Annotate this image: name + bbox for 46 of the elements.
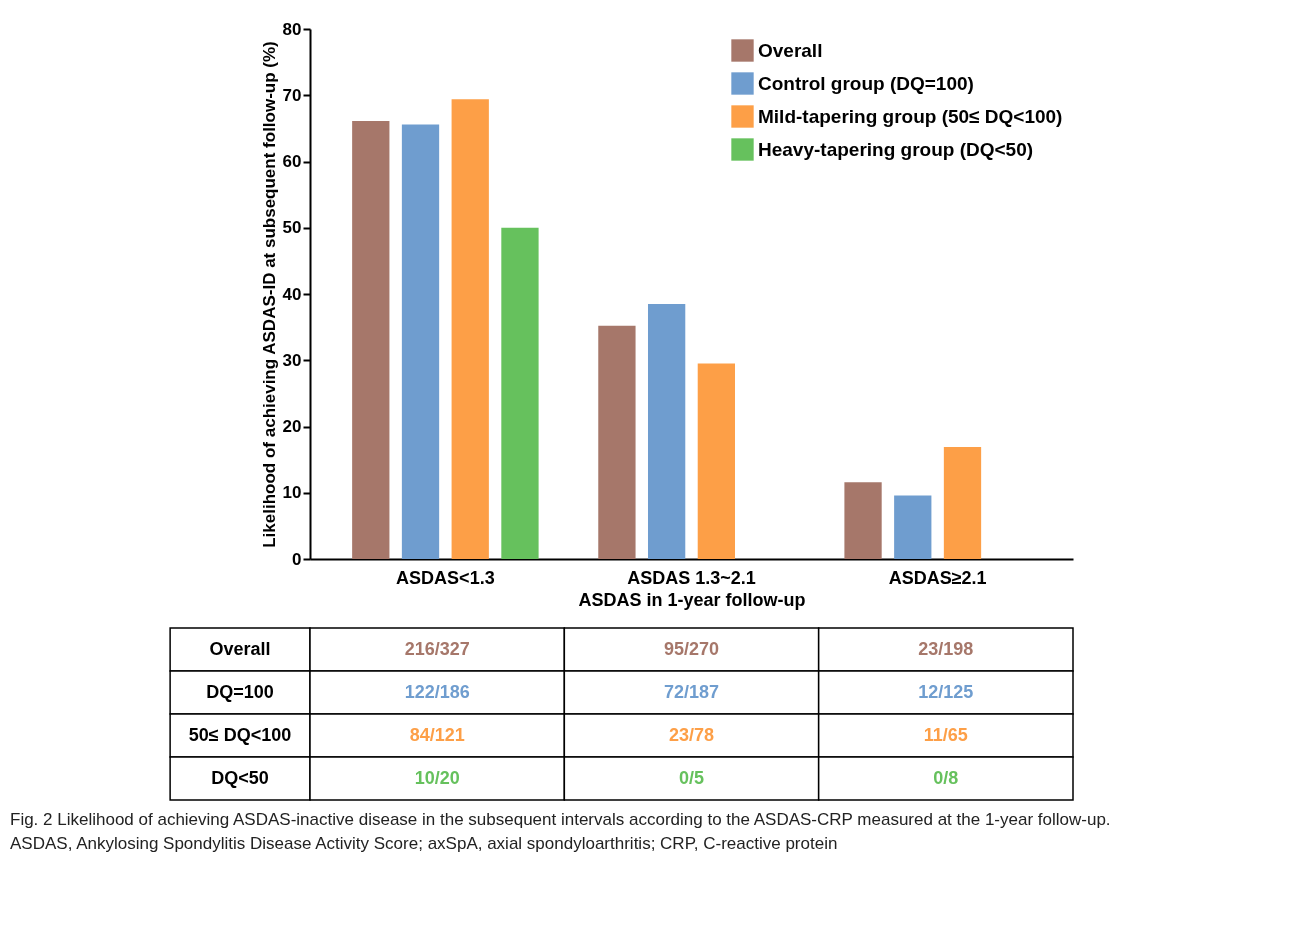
text: 50≤ DQ<100 [188,724,292,745]
data-label: 23/198 [918,638,974,659]
data-label: 72/187 [663,681,720,702]
data-label: 0/5 [678,767,705,788]
y-tick-label: 70 [282,85,302,105]
y-tick-label: 30 [282,350,302,370]
y-tick-label: 40 [282,284,302,304]
data-label: 95/270 [663,638,720,659]
text: ASDAS, Ankylosing Spondylitis Disease Activity Score; axSpA, axial spondyloarthritis; CRP, C-reactive protein [10,834,838,853]
bar [647,303,686,559]
bar [598,325,636,559]
data-label: 122/186 [404,681,470,702]
legend-label: Heavy-tapering group (DQ<50) [758,138,1034,160]
bar [352,121,390,559]
bar [697,363,736,559]
legend-label: Overall [758,39,823,61]
caption: Fig. 2 Likelihood of achieving ASDAS-inactive disease in the subsequent intervals according to the ASDAS-CRP measured at the 1-year follow-up. [10,810,1111,829]
x-axis-title: ASDAS in 1-year follow-up [578,589,806,610]
data-label: 10/20 [414,767,460,788]
bar [943,447,982,559]
bar [894,495,932,559]
bar [401,124,440,559]
x-tick-label: ASDAS≥2.1 [888,567,987,588]
y-tick-label: 80 [282,19,302,39]
bar [451,99,489,559]
data-label: 11/65 [923,724,968,745]
y-tick-label: 10 [282,483,302,503]
legend-label: Control group (DQ=100) [758,72,974,94]
y-tick-label: 60 [282,152,302,171]
text: DQ<50 [211,767,269,788]
y-tick-label: 50 [282,218,302,238]
y-tick-label: 20 [282,417,302,436]
data-label: 12/125 [918,681,974,702]
bar [501,227,539,559]
y-tick-label: 0 [292,549,302,569]
x-tick-label: ASDAS<1.3 [396,567,495,588]
legend-label: Mild-tapering group (50≤ DQ<100) [758,105,1063,127]
data-label: 84/121 [409,724,465,745]
text: Overall [209,638,271,659]
bar [844,482,882,559]
data-label: 23/78 [668,724,715,745]
x-tick-label: ASDAS 1.3~2.1 [627,567,756,588]
text: DQ=100 [206,681,274,702]
data-label: 216/327 [404,638,470,659]
y-axis-title: Likelihood of achieving ASDAS-ID at subsequent follow-up (%) [259,41,279,548]
data-label: 0/8 [933,767,959,788]
